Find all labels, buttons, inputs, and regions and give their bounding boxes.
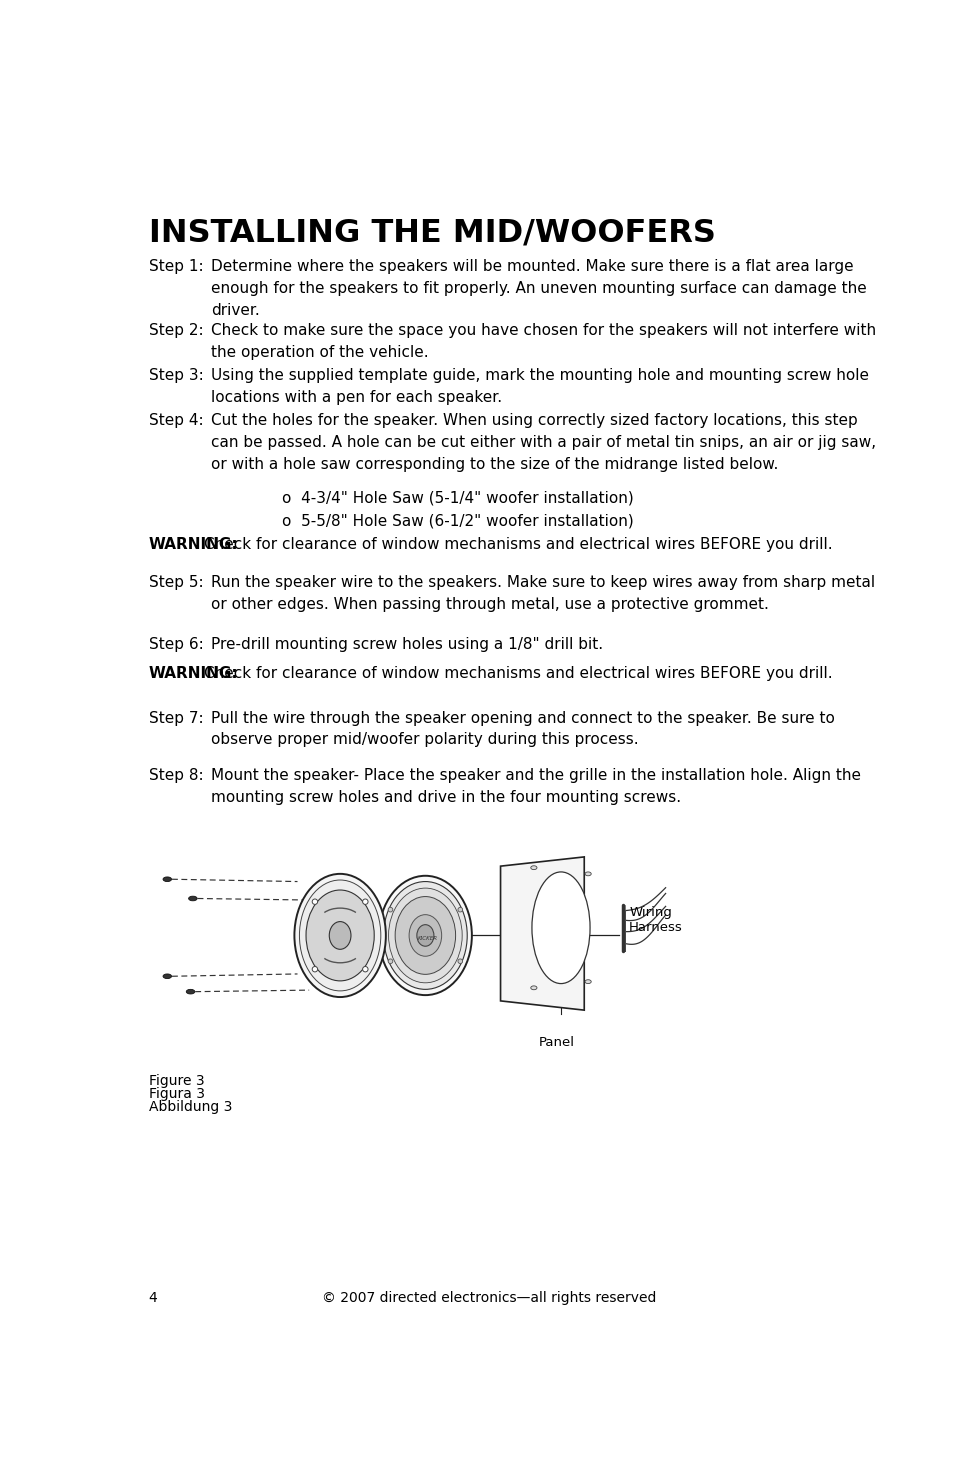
Text: Wiring
Harness: Wiring Harness: [629, 906, 682, 934]
Text: INSTALLING THE MID/WOOFERS: INSTALLING THE MID/WOOFERS: [149, 217, 715, 248]
Text: KICKER: KICKER: [417, 937, 437, 941]
Ellipse shape: [189, 897, 197, 901]
Ellipse shape: [584, 979, 591, 984]
Text: © 2007 directed electronics—all rights reserved: © 2007 directed electronics—all rights r…: [321, 1291, 656, 1305]
Circle shape: [457, 907, 462, 912]
Ellipse shape: [186, 990, 194, 994]
Ellipse shape: [163, 878, 172, 882]
Text: Step 7:: Step 7:: [149, 711, 203, 726]
Circle shape: [362, 898, 368, 904]
Text: Abbildung 3: Abbildung 3: [149, 1100, 232, 1114]
Circle shape: [312, 898, 317, 904]
Ellipse shape: [530, 866, 537, 870]
Text: Panel: Panel: [538, 1035, 575, 1049]
Ellipse shape: [294, 873, 385, 997]
Text: Step 2:: Step 2:: [149, 323, 203, 338]
Polygon shape: [500, 857, 583, 1010]
Text: WARNING:: WARNING:: [149, 665, 238, 681]
Text: Pre-drill mounting screw holes using a 1/8" drill bit.: Pre-drill mounting screw holes using a 1…: [211, 637, 602, 652]
Ellipse shape: [409, 914, 441, 956]
Text: Step 3:: Step 3:: [149, 367, 203, 384]
Circle shape: [388, 959, 393, 963]
Text: Step 1:: Step 1:: [149, 260, 203, 274]
Text: Check for clearance of window mechanisms and electrical wires BEFORE you drill.: Check for clearance of window mechanisms…: [204, 537, 832, 552]
Text: Check to make sure the space you have chosen for the speakers will not interfere: Check to make sure the space you have ch…: [211, 323, 875, 360]
Text: Step 4:: Step 4:: [149, 413, 203, 428]
Circle shape: [457, 959, 462, 963]
Ellipse shape: [299, 881, 380, 991]
Text: Using the supplied template guide, mark the mounting hole and mounting screw hol: Using the supplied template guide, mark …: [211, 367, 868, 404]
Ellipse shape: [378, 876, 472, 996]
Ellipse shape: [416, 925, 434, 947]
Circle shape: [312, 966, 317, 972]
Text: WARNING:: WARNING:: [149, 537, 238, 552]
Text: Check for clearance of window mechanisms and electrical wires BEFORE you drill.: Check for clearance of window mechanisms…: [204, 665, 832, 681]
Text: Step 6:: Step 6:: [149, 637, 203, 652]
Circle shape: [388, 907, 393, 912]
Text: Mount the speaker- Place the speaker and the grille in the installation hole. Al: Mount the speaker- Place the speaker and…: [211, 768, 860, 805]
Text: o  4-3/4" Hole Saw (5-1/4" woofer installation)
o  5-5/8" Hole Saw (6-1/2" woofe: o 4-3/4" Hole Saw (5-1/4" woofer install…: [282, 490, 633, 528]
Ellipse shape: [395, 897, 456, 975]
Text: Determine where the speakers will be mounted. Make sure there is a flat area lar: Determine where the speakers will be mou…: [211, 260, 865, 317]
Text: Run the speaker wire to the speakers. Make sure to keep wires away from sharp me: Run the speaker wire to the speakers. Ma…: [211, 575, 874, 612]
Text: Figura 3: Figura 3: [149, 1087, 205, 1102]
Text: 4: 4: [149, 1291, 157, 1305]
Ellipse shape: [163, 974, 172, 978]
Ellipse shape: [383, 882, 467, 990]
Circle shape: [362, 966, 368, 972]
Text: Figure 3: Figure 3: [149, 1074, 204, 1089]
Ellipse shape: [530, 985, 537, 990]
Ellipse shape: [532, 872, 590, 984]
Ellipse shape: [584, 872, 591, 876]
Ellipse shape: [388, 888, 461, 982]
Ellipse shape: [306, 889, 374, 981]
Text: Pull the wire through the speaker opening and connect to the speaker. Be sure to: Pull the wire through the speaker openin…: [211, 711, 834, 748]
Text: Step 8:: Step 8:: [149, 768, 203, 783]
Text: Cut the holes for the speaker. When using correctly sized factory locations, thi: Cut the holes for the speaker. When usin…: [211, 413, 875, 472]
Text: Step 5:: Step 5:: [149, 575, 203, 590]
Ellipse shape: [329, 922, 351, 950]
